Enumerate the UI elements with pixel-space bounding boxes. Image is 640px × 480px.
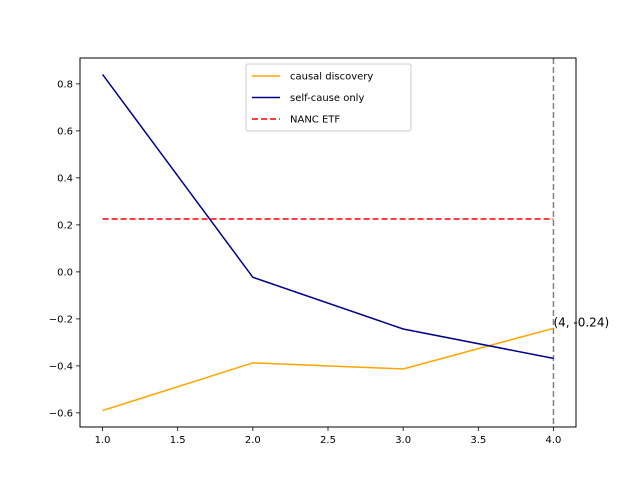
y-tick-label: −0.6 [49, 408, 73, 419]
legend-label-self-cause-only: self-cause only [290, 93, 364, 104]
x-tick-label: 2.0 [245, 435, 261, 446]
y-tick-label: 0.6 [57, 126, 73, 137]
x-tick-label: 4.0 [546, 435, 562, 446]
legend: causal discovery self-cause only NANC ETF [245, 63, 412, 132]
legend-box [245, 63, 412, 132]
y-tick-label: 0.0 [57, 267, 73, 278]
x-tick-label: 1.5 [170, 435, 186, 446]
y-tick-label: 0.8 [57, 79, 73, 90]
x-tick-label: 1.0 [95, 435, 111, 446]
y-tick-label: −0.4 [49, 361, 73, 372]
series-line-self-cause-only [101, 74, 554, 360]
y-tick-label: 0.4 [57, 173, 73, 184]
plot-content [101, 58, 555, 427]
point-annotation: (4, -0.24) [553, 315, 609, 329]
y-tick-label: −0.2 [49, 314, 73, 325]
legend-label-nanc-etf: NANC ETF [290, 115, 340, 126]
x-tick-label: 3.0 [395, 435, 411, 446]
series-line-causal-discovery [102, 327, 554, 412]
legend-label-causal-discovery: causal discovery [290, 72, 373, 83]
x-tick-label: 3.5 [470, 435, 486, 446]
x-tick-label: 2.5 [320, 435, 336, 446]
x-axis: 1.0 1.5 2.0 2.5 3.0 3.5 4.0 [95, 427, 562, 446]
y-tick-label: 0.2 [57, 220, 73, 231]
y-axis: −0.6 −0.4 −0.2 0.0 0.2 0.4 0.6 0.8 [49, 79, 80, 419]
